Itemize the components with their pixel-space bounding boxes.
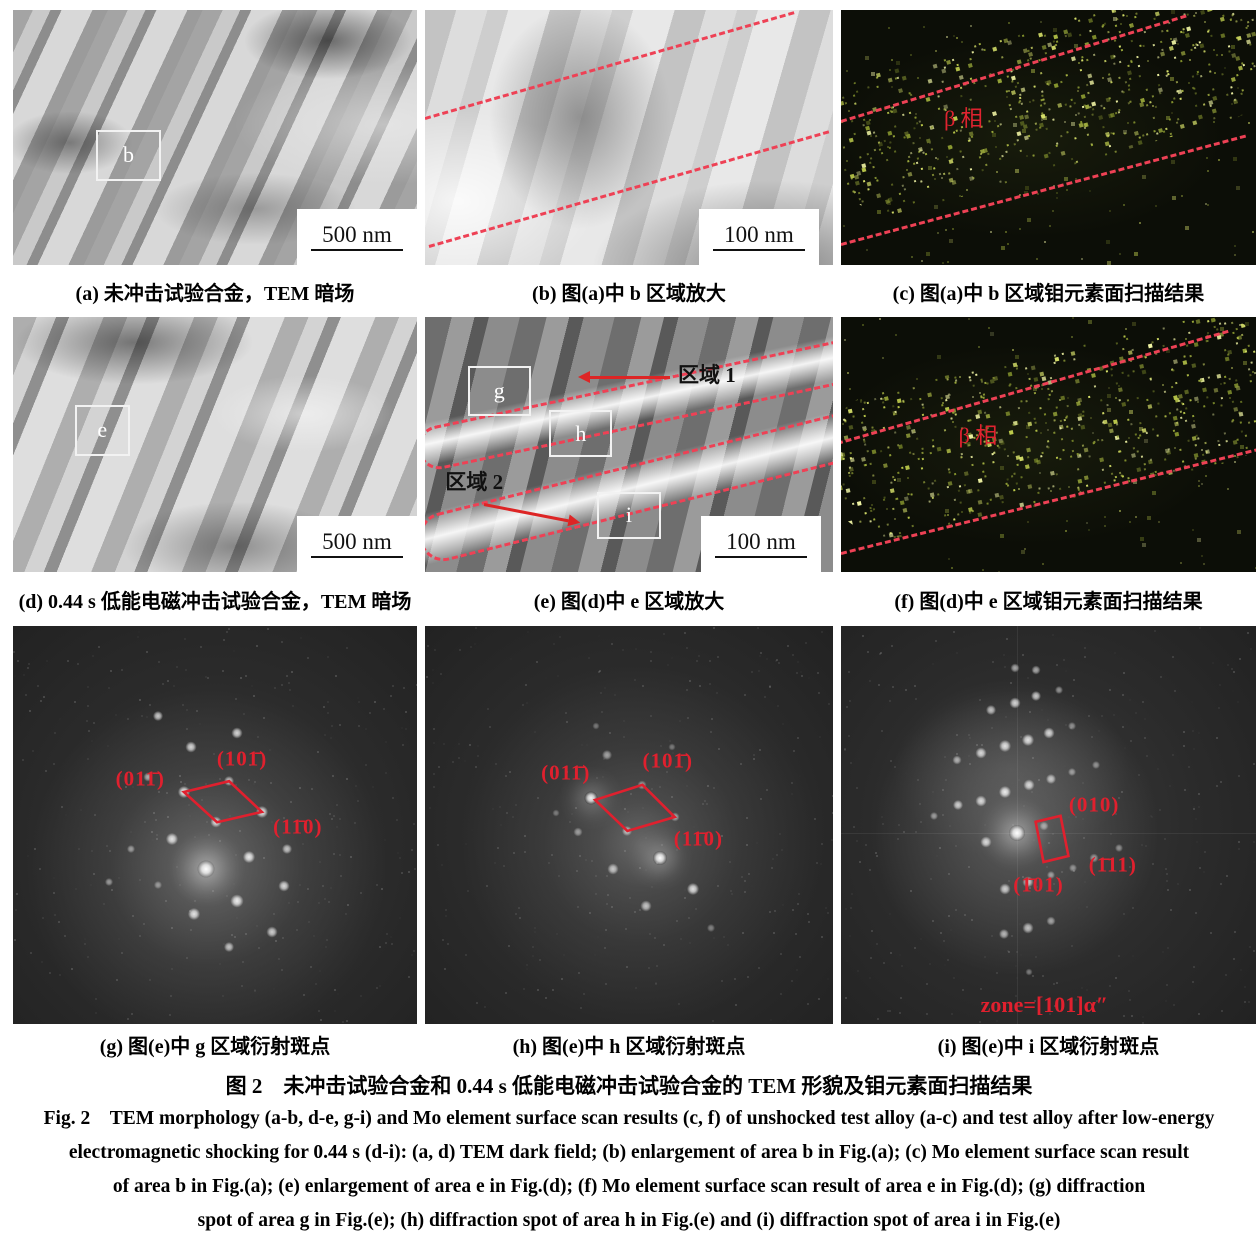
caption-b: (b) 图(a)中 b 区域放大 <box>532 282 726 305</box>
caption-f: (f) 图(d)中 e 区域钼元素面扫描结果 <box>894 590 1203 613</box>
mo-speckle-sparse <box>841 317 1256 572</box>
panel-row-3: (011̄) (101̄) (11̄0) (011̄) (101̄) (11̄0… <box>0 626 1258 1024</box>
panel-d-tem-dark-field: e 500 nm <box>13 317 417 572</box>
area-2-label: 区域 2 <box>445 470 504 495</box>
scale-bar: 500 nm <box>297 516 417 572</box>
panel-i-diffraction: (010) (1̄11) (1̄01) zone=[101]α″ <box>841 626 1256 1024</box>
scale-bar-label: 100 nm <box>726 529 796 554</box>
dashed-boundary-upper <box>425 11 795 121</box>
diffraction-index-left: (011̄) <box>115 766 165 791</box>
scale-bar-label: 500 nm <box>322 529 392 554</box>
diffraction-index-left: (011̄) <box>541 760 591 785</box>
caption-g: (g) 图(e)中 g 区域衍射斑点 <box>99 1035 331 1058</box>
figure-caption-english-line-4: spot of area g in Fig.(e); (h) diffracti… <box>197 1210 1061 1231</box>
scale-bar: 100 nm <box>699 209 819 265</box>
scale-bar-line <box>311 249 403 251</box>
panel-b-enlargement: 100 nm <box>425 10 833 265</box>
diffraction-index-right: (11̄0) <box>273 814 323 839</box>
region-box-i: i <box>597 491 661 540</box>
caption-a: (a) 未冲击试验合金，TEM 暗场 <box>75 282 355 305</box>
unit-cell-outline <box>841 626 1256 1024</box>
scale-bar-line <box>713 249 805 251</box>
caption-i: (i) 图(e)中 i 区域衍射斑点 <box>937 1035 1160 1058</box>
figure-caption-english-line-2: electromagnetic shocking for 0.44 s (d-i… <box>68 1142 1190 1163</box>
beta-phase-label: β 相 <box>958 423 998 449</box>
scale-bar-label: 500 nm <box>322 222 392 247</box>
region-box-h: h <box>549 410 613 458</box>
panel-h-diffraction: (011̄) (101̄) (11̄0) <box>425 626 833 1024</box>
scale-bar-line <box>311 556 403 558</box>
region-box-h-label: h <box>575 420 587 446</box>
scale-bar-label: 100 nm <box>724 222 794 247</box>
area-1-arrow <box>578 370 670 383</box>
region-box-b-label: b <box>123 142 135 168</box>
caption-row-2: (d) 0.44 s 低能电磁冲击试验合金，TEM 暗场 (e) 图(d)中 e… <box>0 572 1258 626</box>
unit-cell-outline <box>13 626 417 1024</box>
panel-g-diffraction: (011̄) (101̄) (11̄0) <box>13 626 417 1024</box>
caption-e: (e) 图(d)中 e 区域放大 <box>533 590 725 613</box>
area-1-label: 区域 1 <box>677 363 736 388</box>
caption-row-1: (a) 未冲击试验合金，TEM 暗场 (b) 图(a)中 b 区域放大 (c) … <box>0 265 1258 317</box>
figure-caption-english: Fig. 2 TEM morphology (a-b, d-e, g-i) an… <box>0 1102 1258 1238</box>
scale-bar-line <box>715 556 807 558</box>
region-box-e: e <box>74 404 130 456</box>
region-box-b: b <box>95 129 162 182</box>
unit-cell-outline <box>425 626 833 1024</box>
diffraction-index-right: (11̄0) <box>673 826 724 851</box>
caption-d: (d) 0.44 s 低能电磁冲击试验合金，TEM 暗场 <box>18 590 412 613</box>
zone-axis-label: zone=[101]α″ <box>980 992 1109 1018</box>
region-box-g-label: g <box>493 377 505 403</box>
caption-row-3: (g) 图(e)中 g 区域衍射斑点 (h) 图(e)中 h 区域衍射斑点 (i… <box>0 1024 1258 1064</box>
panel-f-mo-scan: β 相 <box>841 317 1256 572</box>
figure-caption-english-line-3: of area b in Fig.(a); (e) enlargement of… <box>112 1176 1146 1197</box>
diffraction-index-bottom: (1̄01) <box>1013 872 1064 897</box>
panel-c-mo-scan: β 相 <box>841 10 1256 265</box>
diffraction-index-right: (1̄11) <box>1088 852 1137 877</box>
region-box-i-label: i <box>625 502 633 528</box>
caption-c: (c) 图(a)中 b 区域钼元素面扫描结果 <box>892 282 1205 305</box>
panel-a-tem-dark-field: b 500 nm <box>13 10 417 265</box>
region-box-e-label: e <box>97 417 108 443</box>
beta-phase-label: β 相 <box>944 106 983 132</box>
scale-bar: 100 nm <box>701 516 821 572</box>
diffraction-index-top: (010) <box>1068 792 1120 817</box>
panel-row-1: b 500 nm 100 nm β 相 <box>0 10 1258 265</box>
figure-title-chinese: 图 2 未冲击试验合金和 0.44 s 低能电磁冲击试验合金的 TEM 形貌及钼… <box>225 1074 1033 1098</box>
diffraction-spots <box>841 626 1256 1024</box>
panel-e-enlargement: g h i 区域 1 区域 2 100 nm <box>425 317 833 572</box>
panel-row-2: e 500 nm g h i 区域 1 区域 2 <box>0 317 1258 572</box>
scale-bar: 500 nm <box>297 209 417 265</box>
diffraction-index-top: (101̄) <box>642 748 693 773</box>
region-box-g: g <box>467 365 531 416</box>
figure-caption-english-line-1: Fig. 2 TEM morphology (a-b, d-e, g-i) an… <box>43 1108 1215 1129</box>
detector-streak-horizontal <box>841 832 1256 835</box>
caption-h: (h) 图(e)中 h 区域衍射斑点 <box>512 1035 746 1058</box>
diffraction-index-top: (101̄) <box>216 746 268 771</box>
